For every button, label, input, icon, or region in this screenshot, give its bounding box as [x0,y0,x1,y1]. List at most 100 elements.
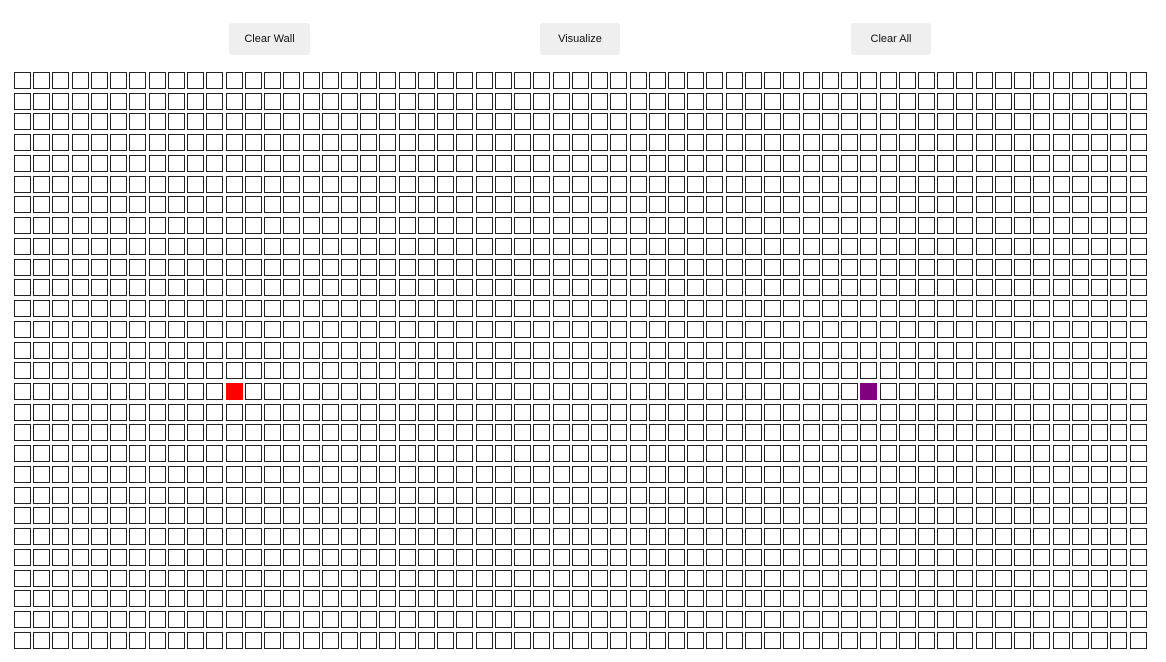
grid-cell[interactable] [129,258,147,276]
grid-cell[interactable] [571,341,589,359]
grid-cell[interactable] [302,362,320,380]
grid-cell[interactable] [206,72,224,89]
grid-cell[interactable] [456,403,474,421]
grid-cell[interactable] [33,196,51,214]
grid-cell[interactable] [591,486,609,504]
grid-cell[interactable] [456,486,474,504]
grid-cell[interactable] [725,403,743,421]
grid-cell[interactable] [1052,300,1070,318]
grid-cell[interactable] [879,341,897,359]
grid-cell[interactable] [1091,217,1109,235]
grid-cell[interactable] [725,424,743,442]
grid-cell[interactable] [321,258,339,276]
grid-cell[interactable] [187,341,205,359]
grid-cell[interactable] [1110,341,1128,359]
grid-cell[interactable] [475,300,493,318]
grid-cell[interactable] [90,279,108,297]
grid-cell[interactable] [52,528,70,546]
grid-cell[interactable] [1033,154,1051,172]
grid-cell[interactable] [552,362,570,380]
grid-cell[interactable] [706,383,724,401]
grid-cell[interactable] [1071,507,1089,525]
grid-cell[interactable] [764,362,782,380]
grid-cell[interactable] [591,465,609,483]
grid-cell[interactable] [629,465,647,483]
grid-cell[interactable] [321,320,339,338]
grid-cell[interactable] [706,72,724,89]
grid-cell[interactable] [975,528,993,546]
grid-cell[interactable] [71,590,89,608]
grid-cell[interactable] [437,631,455,649]
grid-cell[interactable] [1071,341,1089,359]
grid-cell[interactable] [514,611,532,629]
grid-cell[interactable] [744,486,762,504]
grid-cell[interactable] [129,72,147,89]
grid-cell[interactable] [52,175,70,193]
grid-cell[interactable] [456,507,474,525]
grid-cell[interactable] [552,237,570,255]
grid-cell[interactable] [264,383,282,401]
grid-cell[interactable] [898,528,916,546]
grid-cell[interactable] [898,320,916,338]
grid-cell[interactable] [956,569,974,587]
grid-cell[interactable] [1129,383,1147,401]
grid-cell[interactable] [725,362,743,380]
grid-cell[interactable] [1033,528,1051,546]
grid-cell[interactable] [802,196,820,214]
grid-cell[interactable] [52,486,70,504]
grid-cell[interactable] [475,528,493,546]
grid-cell[interactable] [167,403,185,421]
grid-cell[interactable] [1052,590,1070,608]
grid-cell[interactable] [610,611,628,629]
grid-cell[interactable] [244,528,262,546]
grid-cell[interactable] [533,237,551,255]
grid-cell[interactable] [244,279,262,297]
grid-cell[interactable] [244,569,262,587]
grid-cell[interactable] [783,362,801,380]
grid-cell[interactable] [629,548,647,566]
grid-cell[interactable] [129,445,147,463]
grid-cell[interactable] [879,113,897,131]
grid-cell[interactable] [937,237,955,255]
grid-cell[interactable] [821,258,839,276]
grid-cell[interactable] [494,258,512,276]
grid-cell[interactable] [841,217,859,235]
grid-cell[interactable] [956,134,974,152]
grid-cell[interactable] [456,154,474,172]
grid-cell[interactable] [994,217,1012,235]
grid-cell[interactable] [1071,320,1089,338]
grid-cell[interactable] [475,383,493,401]
grid-cell[interactable] [283,258,301,276]
grid-cell[interactable] [398,383,416,401]
grid-cell[interactable] [571,72,589,89]
grid-cell[interactable] [667,445,685,463]
grid-cell[interactable] [1014,611,1032,629]
grid-cell[interactable] [398,175,416,193]
grid-cell[interactable] [1071,154,1089,172]
grid-cell[interactable] [264,445,282,463]
grid-cell[interactable] [687,569,705,587]
grid-cell[interactable] [90,548,108,566]
grid-cell[interactable] [187,154,205,172]
grid-cell[interactable] [918,362,936,380]
grid-cell[interactable] [340,154,358,172]
grid-cell[interactable] [264,424,282,442]
grid-cell[interactable] [1110,300,1128,318]
grid-cell[interactable] [918,175,936,193]
grid-cell[interactable] [648,300,666,318]
grid-cell[interactable] [71,217,89,235]
grid-cell[interactable] [687,465,705,483]
grid-cell[interactable] [52,72,70,89]
grid-cell[interactable] [1014,196,1032,214]
grid-cell[interactable] [475,113,493,131]
grid-cell[interactable] [898,341,916,359]
grid-cell[interactable] [514,258,532,276]
grid-cell[interactable] [321,154,339,172]
grid-cell[interactable] [148,548,166,566]
grid-cell[interactable] [340,362,358,380]
grid-cell[interactable] [514,507,532,525]
grid-cell[interactable] [783,320,801,338]
grid-cell[interactable] [821,113,839,131]
grid-cell[interactable] [33,590,51,608]
grid-cell[interactable] [687,134,705,152]
